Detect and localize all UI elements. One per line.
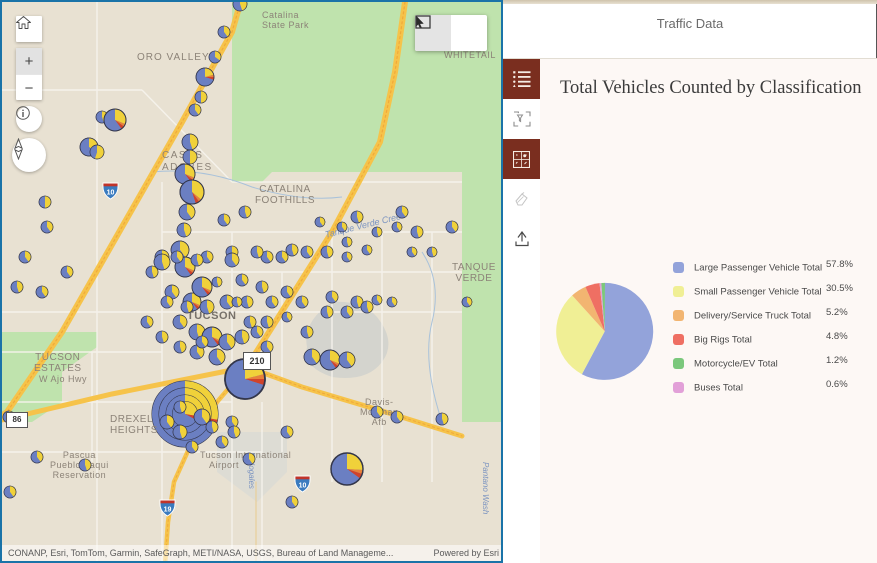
svg-text:10: 10: [107, 190, 115, 197]
svg-text:10: 10: [299, 483, 307, 490]
svg-text:19: 19: [164, 507, 172, 514]
